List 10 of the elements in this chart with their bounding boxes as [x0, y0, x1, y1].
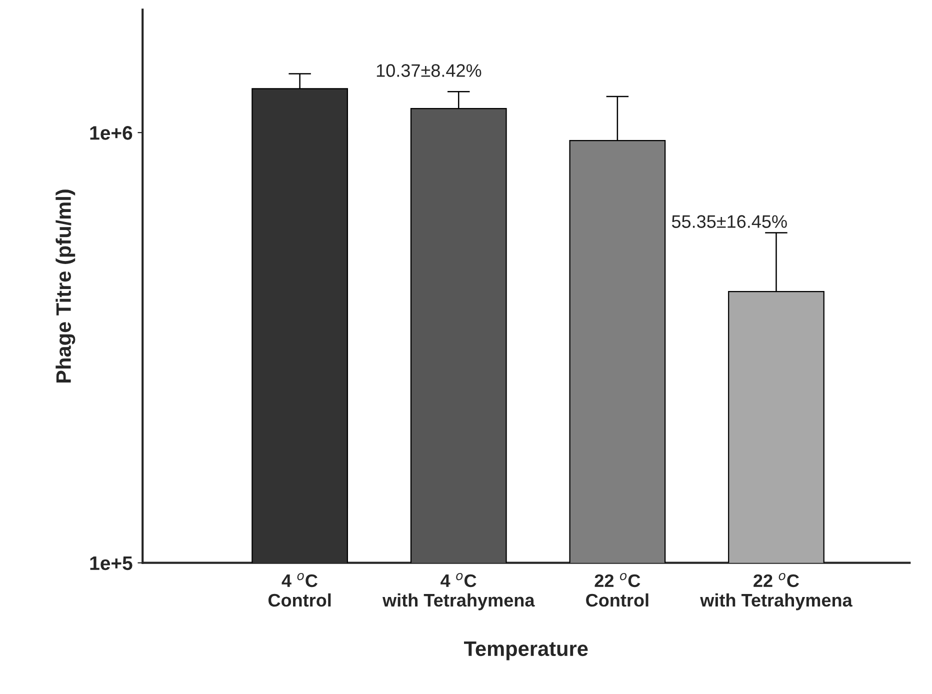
y-axis-title: Phage Titre (pfu/ml)	[56, 190, 76, 382]
x-tick-label: 4 $^{o}$C Control	[268, 572, 331, 607]
x-axis-title: Temperature	[464, 642, 588, 660]
y-tick-label: 1e+6	[90, 126, 132, 140]
x-tick-label: 22 $^{o}$C Control	[586, 572, 648, 607]
y-tick-label: 1e+5	[90, 556, 132, 570]
x-tick-label: 4 $^{o}$C with Tetrahymena	[382, 572, 535, 610]
annotation: 10.37±8.42%	[376, 64, 482, 77]
x-tick-label: 22 $^{o}$C with Tetrahymena	[700, 572, 852, 610]
annotation: 55.35±16.45%	[672, 215, 787, 228]
